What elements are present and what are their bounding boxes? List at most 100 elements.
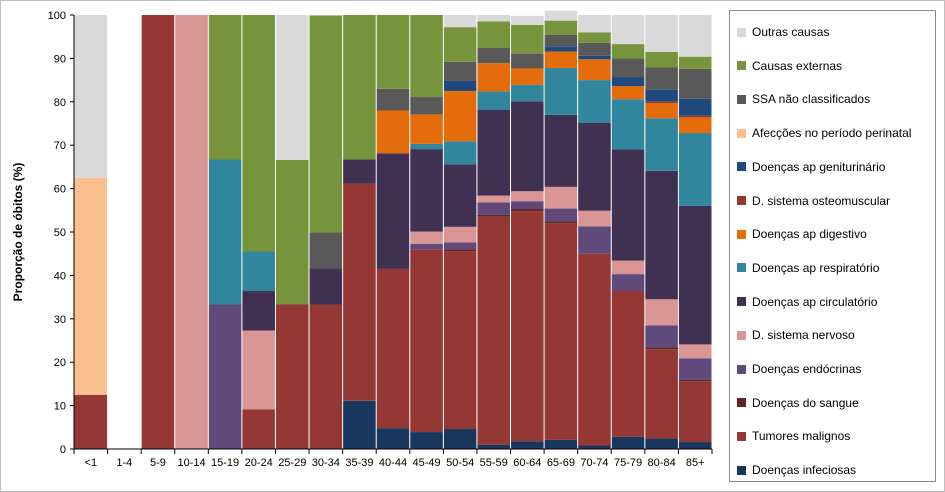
bar-segment: [678, 205, 712, 345]
legend-swatch: [737, 330, 746, 340]
bar-segment: [410, 15, 443, 98]
legend-swatch: [737, 431, 746, 441]
bar-segment: [410, 149, 443, 232]
legend-item: Doenças ap geniturinário: [730, 158, 885, 176]
bar-segment: [511, 191, 544, 202]
bar-segment: [410, 143, 443, 150]
bar-segment: [544, 20, 578, 35]
bar-segment: [309, 15, 343, 233]
bar-segment: [443, 226, 477, 243]
legend-label: Outras causas: [752, 25, 830, 39]
x-tick-label: 60-64: [513, 457, 541, 469]
bar-segment: [645, 438, 678, 449]
bar-segment: [578, 445, 611, 449]
x-tick-label: 25-29: [278, 457, 306, 469]
x-tick-label: 70-74: [580, 457, 608, 469]
legend-item: Doenças ap respiratório: [730, 259, 879, 277]
bar-segment: [74, 15, 108, 178]
bar-segment: [678, 98, 712, 116]
x-tick-label: <1: [85, 457, 98, 469]
x-axis: <1 1-4 5-9 10-14 15-19 20-24 25-29 30-34 35-39 40…: [73, 448, 713, 469]
legend-swatch: [737, 398, 746, 408]
bar-segment: [477, 91, 511, 110]
legend-item: Afecções no período perinatal: [730, 124, 911, 142]
legend-swatch: [737, 61, 746, 71]
bar-segment: [141, 15, 175, 449]
bar-segment: [611, 99, 645, 150]
bar-segment: [443, 141, 477, 165]
bar-segment: [410, 97, 443, 115]
x-tick-label: 20-24: [245, 457, 273, 469]
bar-segment: [578, 253, 611, 446]
bar-segment: [376, 15, 410, 89]
x-tick-label: 5-9: [150, 457, 166, 469]
bar-segment: [544, 10, 578, 21]
bar-segment: [578, 226, 611, 254]
bar-segment: [511, 24, 544, 54]
legend-label: Doenças ap circulatório: [752, 294, 878, 309]
x-tick-label: 10-14: [177, 457, 205, 469]
bar-segment: [443, 15, 477, 28]
bar-segment: [443, 61, 477, 81]
bar-segment: [477, 216, 511, 445]
bar-segment: [645, 325, 678, 348]
bar-segment: [544, 46, 578, 52]
y-tick-label: 10: [54, 401, 66, 413]
bar-segment: [511, 15, 544, 25]
bar-segment: [578, 32, 611, 43]
bar-segment: [645, 170, 678, 300]
bar-segment: [511, 84, 544, 102]
bar-segment: [376, 110, 410, 154]
bar-segment: [645, 299, 678, 326]
legend-item: Doenças ap digestivo: [730, 225, 867, 243]
bar-segment: [578, 80, 611, 123]
bar-segment: [208, 159, 242, 305]
x-tick-label: 80-84: [648, 457, 676, 469]
legend-label: D. sistema nervoso: [752, 328, 855, 343]
bar-segment: [578, 59, 611, 81]
legend-swatch: [737, 162, 746, 172]
bar-segment: [645, 67, 678, 90]
bar-segment: [511, 209, 544, 212]
bar-segment: [544, 186, 578, 209]
x-tick-label: 35-39: [345, 457, 373, 469]
x-tick-label: 85+: [686, 457, 705, 469]
legend-item: Doenças infeciosas: [730, 461, 856, 479]
bar-segment: [443, 80, 477, 91]
bar-segment: [544, 208, 578, 222]
legend-item: D. sistema osteomuscular: [730, 192, 890, 210]
bar-segment: [645, 118, 678, 171]
bar-segment: [443, 242, 477, 250]
x-tick-label: 1-4: [116, 457, 132, 469]
x-tick-label: 75-79: [614, 457, 642, 469]
legend-label: Afecções no período perinatal: [752, 126, 912, 141]
legend-label: Doenças infeciosas: [752, 463, 857, 478]
legend-label: Causas externas: [752, 58, 843, 73]
bar-segment: [477, 195, 511, 203]
legend-label: Doenças do sangue: [752, 395, 859, 410]
bar-segment: [477, 15, 511, 22]
x-tick-label: 65-69: [547, 457, 575, 469]
legend-label: Doenças ap respiratório: [752, 260, 880, 275]
legend-swatch: [737, 128, 746, 138]
y-tick-label: 70: [54, 140, 66, 152]
bar-segment: [645, 101, 678, 104]
bar-segment: [208, 304, 242, 449]
bar-segment: [678, 133, 712, 206]
bar-segment: [645, 15, 678, 52]
bar-segment: [578, 122, 611, 211]
bar-segment: [443, 251, 477, 430]
bar-segment: [477, 63, 511, 92]
y-tick-label: 100: [48, 10, 66, 22]
bar-segment: [242, 291, 275, 331]
bar-segment: [477, 109, 511, 196]
bar-segment: [611, 86, 645, 100]
bar-segment: [678, 115, 712, 118]
y-tick-label: 60: [54, 184, 66, 196]
legend-label: Doenças endócrinas: [752, 362, 862, 376]
bar-segment: [443, 27, 477, 62]
bar-segment: [343, 183, 376, 401]
bar-segment: [511, 101, 544, 192]
bar-segment: [611, 291, 645, 437]
bar-segment: [343, 159, 376, 184]
